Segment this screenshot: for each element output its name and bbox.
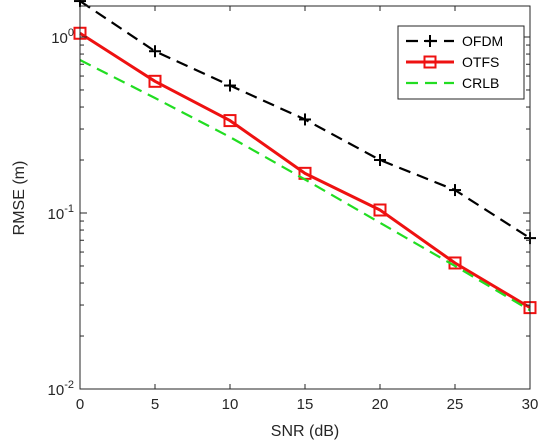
y-tick-label: 10-1 xyxy=(48,203,74,223)
legend: OFDM OTFS CRLB xyxy=(397,25,525,100)
x-tick-label: 30 xyxy=(522,396,539,413)
y-tick-base: 10 xyxy=(48,382,65,399)
series-crlb xyxy=(79,59,531,312)
data-point-otfs xyxy=(148,74,162,88)
legend-label-otfs: OTFS xyxy=(462,54,499,70)
legend-marker-otfs xyxy=(423,55,437,69)
series-line-crlb xyxy=(79,59,531,312)
series-line-otfs xyxy=(79,32,531,309)
y-tick-label: 10-2 xyxy=(48,379,74,399)
data-point-otfs xyxy=(223,114,237,128)
series-ofdm xyxy=(74,0,536,245)
x-tick-label: 0 xyxy=(76,396,84,413)
data-point-ofdm xyxy=(74,0,86,8)
data-point-otfs xyxy=(373,203,387,217)
series-otfs xyxy=(73,26,537,315)
y-tick-exponent: 0 xyxy=(68,27,74,39)
y-tick-base: 10 xyxy=(48,206,65,223)
legend-label-ofdm: OFDM xyxy=(462,33,503,49)
data-point-ofdm xyxy=(374,154,386,167)
x-tick-label: 15 xyxy=(297,396,314,413)
legend-label-crlb: CRLB xyxy=(462,75,499,91)
y-tick-label: 100 xyxy=(51,27,74,47)
y-tick-exponent: -2 xyxy=(64,379,74,391)
x-tick-label: 25 xyxy=(447,396,464,413)
data-point-ofdm xyxy=(149,45,161,58)
x-axis-title: SNR (dB) xyxy=(271,423,339,440)
legend-marker-ofdm xyxy=(424,35,436,47)
y-tick-base: 10 xyxy=(51,30,68,47)
series-layer xyxy=(73,0,537,315)
data-point-ofdm xyxy=(449,184,461,197)
x-tick-label: 5 xyxy=(151,396,159,413)
y-axis-title: RMSE (m) xyxy=(11,161,28,236)
legend-item-ofdm: OFDM xyxy=(406,33,503,49)
x-tick-label: 10 xyxy=(222,396,239,413)
legend-item-otfs: OTFS xyxy=(406,54,499,70)
x-tick-label: 20 xyxy=(372,396,389,413)
data-point-ofdm xyxy=(224,79,236,92)
data-point-ofdm xyxy=(299,113,311,126)
y-tick-exponent: -1 xyxy=(64,203,74,215)
legend-item-crlb: CRLB xyxy=(406,75,499,91)
